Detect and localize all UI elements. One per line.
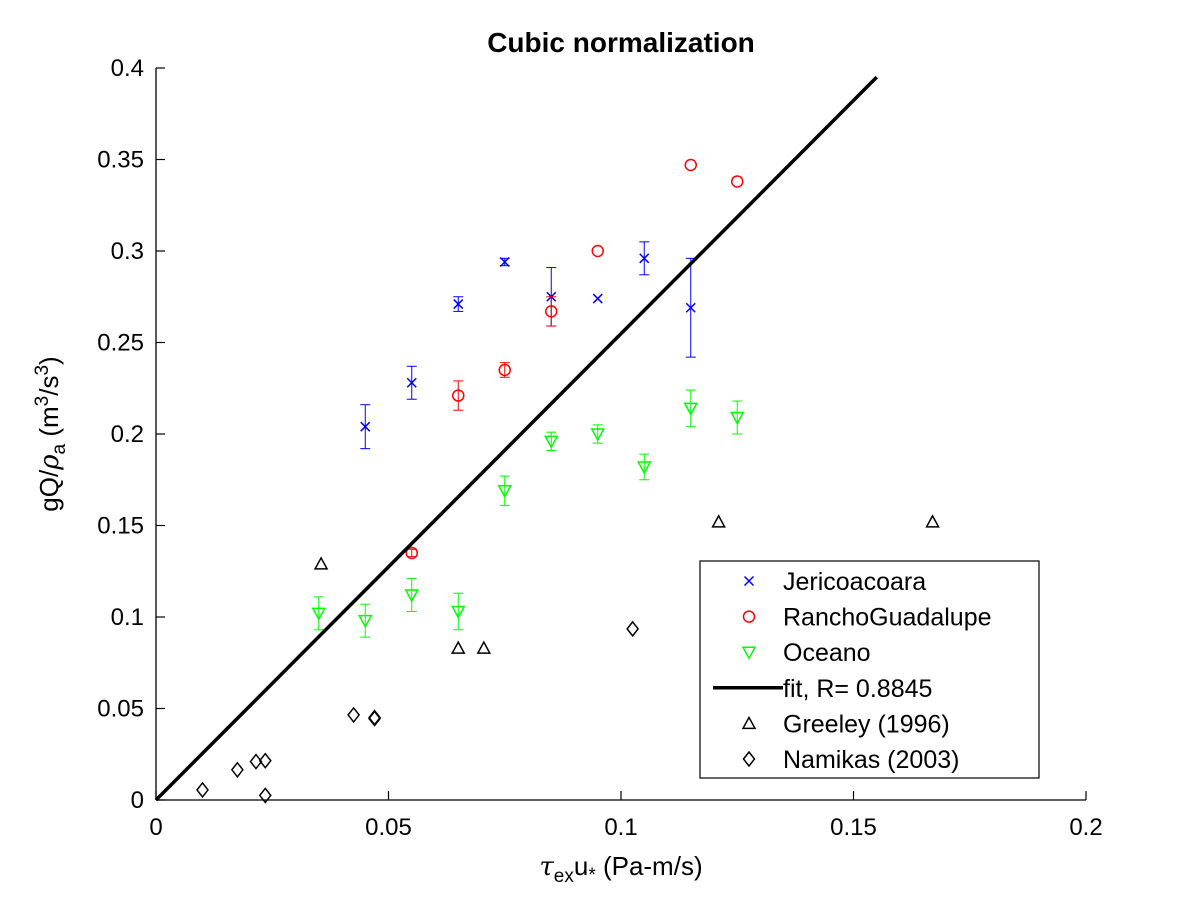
data-point xyxy=(230,761,244,779)
y-axis-title-sup1: 3 xyxy=(32,396,53,407)
data-point xyxy=(545,305,558,318)
series-4 xyxy=(313,514,940,654)
data-point xyxy=(311,607,327,621)
legend-label: Namikas (2003) xyxy=(783,746,959,774)
data-point xyxy=(360,421,371,432)
data-point xyxy=(476,640,492,654)
y-tick-label: 0.2 xyxy=(111,421,144,448)
data-point xyxy=(498,363,511,377)
axis-ticks: 0 0.05 0.1 0.15 0.2 0 0.05 0.1 0.15 0.2 0.25 0.3 0.3… xyxy=(97,55,1102,841)
x-axis-title-unit: (Pa-m/s) xyxy=(596,851,703,881)
series-0 xyxy=(360,241,696,450)
data-point xyxy=(543,435,559,449)
y-tick-label: 0.35 xyxy=(97,147,144,174)
legend-swatch xyxy=(741,646,757,660)
data-point xyxy=(357,614,373,629)
data-point xyxy=(196,781,209,799)
data-point xyxy=(313,556,329,570)
series-5 xyxy=(196,620,640,804)
data-point xyxy=(591,244,604,258)
y-tick-label: 0.4 xyxy=(111,55,144,82)
data-point xyxy=(258,787,272,804)
y-tick-label: 0.3 xyxy=(111,238,144,265)
data-point xyxy=(450,640,466,654)
data-point xyxy=(368,709,382,726)
x-axis-title-u: u xyxy=(574,851,588,881)
x-axis-title-star: * xyxy=(588,865,596,886)
legend: Jericoacoara RanchoGuadalupe Oceano fit, R=… xyxy=(699,560,1040,779)
data-point xyxy=(590,428,606,442)
data-point xyxy=(499,256,510,268)
y-tick-label: 0.1 xyxy=(111,604,144,631)
chart-marks xyxy=(154,75,940,804)
data-point xyxy=(249,753,263,770)
legend-swatch xyxy=(743,575,755,587)
y-axis-title-rho: ρ xyxy=(35,454,65,471)
y-axis-title-unit3: ) xyxy=(34,356,64,365)
y-tick-label: 0.25 xyxy=(97,330,144,357)
y-axis-title-pre: gQ/ xyxy=(34,469,64,512)
y-axis-title-unit1: (m xyxy=(34,406,64,444)
series-1 xyxy=(405,158,744,560)
x-axis-title-tau: τ xyxy=(539,852,554,882)
y-tick-label: 0 xyxy=(131,787,144,814)
x-axis-title-sub: ex xyxy=(554,866,575,887)
data-point xyxy=(497,484,513,499)
legend-label: Jericoacoara xyxy=(783,568,926,596)
data-point xyxy=(684,158,697,172)
legend-label: RanchoGuadalupe xyxy=(783,604,992,632)
data-point xyxy=(452,389,465,402)
data-point xyxy=(711,514,726,528)
x-tick-label: 0.1 xyxy=(604,814,637,841)
series-2 xyxy=(311,389,745,638)
legend-swatch xyxy=(742,610,756,623)
y-tick-label: 0.15 xyxy=(97,513,144,540)
data-point xyxy=(636,461,652,475)
series-3 xyxy=(154,75,878,802)
data-point xyxy=(731,175,744,188)
y-axis-title-unit2: /s xyxy=(34,376,64,396)
data-point xyxy=(683,402,699,416)
legend-box xyxy=(699,560,1040,779)
y-axis-title-sup2: 3 xyxy=(32,365,53,376)
data-point xyxy=(347,706,361,724)
x-tick-label: 0.15 xyxy=(830,814,877,841)
x-tick-label: 0 xyxy=(149,814,162,841)
x-tick-label: 0.2 xyxy=(1069,814,1102,841)
fit-line xyxy=(154,75,878,802)
data-point xyxy=(592,293,603,304)
x-axis-title: τexu* (Pa-m/s) xyxy=(539,851,702,887)
data-point xyxy=(639,253,650,264)
data-point xyxy=(925,514,940,528)
data-point xyxy=(258,752,272,769)
data-point xyxy=(626,620,640,638)
data-point xyxy=(729,411,745,426)
y-tick-label: 0.05 xyxy=(97,696,144,723)
x-tick-label: 0.05 xyxy=(365,814,412,841)
y-axis-title: gQ/ρa (m3/s3) xyxy=(32,356,70,511)
data-point xyxy=(453,299,464,310)
legend-label: Oceano xyxy=(783,639,871,667)
data-point xyxy=(404,589,420,603)
legend-swatch xyxy=(742,750,756,768)
data-point xyxy=(405,546,418,560)
legend-label: Greeley (1996) xyxy=(783,710,950,738)
data-point xyxy=(685,302,696,313)
data-point xyxy=(406,377,417,388)
y-axis-title-sub: a xyxy=(49,443,70,454)
legend-label: fit, R= 0.8845 xyxy=(783,675,932,703)
chart-title: Cubic normalization xyxy=(487,27,755,58)
data-point xyxy=(450,605,466,620)
legend-swatch xyxy=(741,715,757,730)
